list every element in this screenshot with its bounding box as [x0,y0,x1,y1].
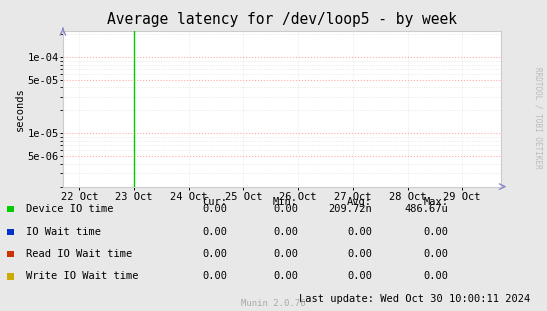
Text: 0.00: 0.00 [202,272,227,281]
Text: 0.00: 0.00 [347,227,372,237]
Text: 0.00: 0.00 [273,249,298,259]
Text: 0.00: 0.00 [273,204,298,214]
Text: Read IO Wait time: Read IO Wait time [26,249,132,259]
Text: 0.00: 0.00 [273,272,298,281]
Y-axis label: seconds: seconds [15,87,25,131]
Title: Average latency for /dev/loop5 - by week: Average latency for /dev/loop5 - by week [107,12,457,27]
Text: 0.00: 0.00 [202,227,227,237]
Text: 0.00: 0.00 [202,204,227,214]
Text: Write IO Wait time: Write IO Wait time [26,272,139,281]
Text: 0.00: 0.00 [347,249,372,259]
Text: IO Wait time: IO Wait time [26,227,101,237]
Text: Max:: Max: [423,197,449,207]
Text: 0.00: 0.00 [202,249,227,259]
Text: 0.00: 0.00 [423,249,449,259]
Text: Munin 2.0.76: Munin 2.0.76 [241,299,306,308]
Text: 0.00: 0.00 [273,227,298,237]
Text: 0.00: 0.00 [423,272,449,281]
Text: RRDTOOL / TOBI OETIKER: RRDTOOL / TOBI OETIKER [534,67,543,169]
Text: 209.72n: 209.72n [328,204,372,214]
Text: 486.67u: 486.67u [405,204,449,214]
Text: Cur:: Cur: [202,197,227,207]
Text: 0.00: 0.00 [423,227,449,237]
Text: Avg:: Avg: [347,197,372,207]
Text: Min:: Min: [273,197,298,207]
Text: Last update: Wed Oct 30 10:00:11 2024: Last update: Wed Oct 30 10:00:11 2024 [299,294,531,304]
Text: 0.00: 0.00 [347,272,372,281]
Text: Device IO time: Device IO time [26,204,114,214]
